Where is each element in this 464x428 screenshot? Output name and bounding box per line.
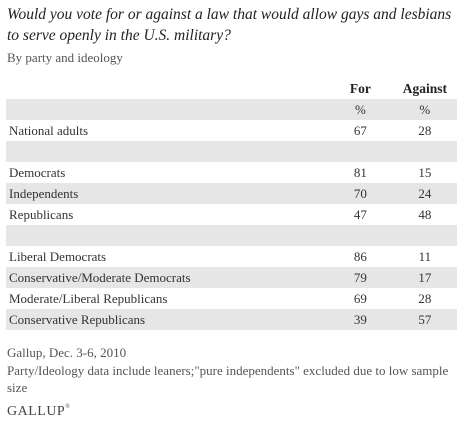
registered-mark: ® [65, 404, 71, 410]
row-for-value: 69 [353, 290, 367, 306]
row-label: National adults [9, 122, 89, 138]
row-label: Republicans [9, 206, 74, 222]
results-table: For Against % % National adults 67 28 De… [6, 78, 457, 330]
row-for-value: 47 [353, 206, 367, 222]
table-row: Moderate/Liberal Republicans 69 28 [6, 288, 457, 309]
unit-row: % % [6, 99, 457, 120]
row-against-value: 57 [389, 309, 457, 330]
row-against-value: 24 [389, 183, 457, 204]
row-label: Liberal Democrats [9, 248, 107, 264]
row-for-value: 39 [328, 309, 390, 330]
table-row: National adults 67 28 [6, 120, 457, 141]
spacer-row [6, 141, 457, 162]
row-against-value: 48 [418, 206, 432, 222]
row-label: Democrats [9, 164, 66, 180]
row-label: Conservative Republicans [6, 309, 329, 330]
row-for-value: 81 [353, 164, 367, 180]
subtitle: By party and ideology [7, 50, 123, 65]
spacer-row [6, 225, 457, 246]
row-against-value: 28 [418, 290, 432, 306]
row-against-value: 11 [418, 248, 432, 264]
unit-for: % [328, 99, 390, 120]
table-row: Independents 70 24 [6, 183, 457, 204]
source-note: Gallup, Dec. 3-6, 2010 [7, 345, 127, 360]
header-against: Against [402, 80, 447, 96]
unit-against: % [389, 99, 457, 120]
row-label: Moderate/Liberal Republicans [9, 290, 168, 306]
row-for-value: 70 [328, 183, 390, 204]
row-for-value: 86 [353, 248, 367, 264]
row-against-value: 15 [418, 164, 432, 180]
row-against-value: 28 [418, 122, 432, 138]
row-for-value: 67 [353, 122, 367, 138]
header-label-cell [6, 78, 328, 99]
row-label: Independents [6, 183, 329, 204]
table-row: Conservative Republicans 39 57 [6, 309, 457, 330]
logo-text: GALLUP [7, 404, 66, 419]
question-title: Would you vote for or against a law that… [7, 6, 452, 44]
header-row: For Against [6, 78, 457, 99]
header-for: For [349, 80, 371, 96]
methodology-note: Party/Ideology data include leaners;"pur… [7, 363, 449, 395]
gallup-logo: GALLUP® [7, 404, 70, 420]
table-row: Republicans 47 48 [6, 204, 457, 225]
row-against-value: 17 [389, 267, 457, 288]
row-label: Conservative/Moderate Democrats [6, 267, 329, 288]
table-row: Democrats 81 15 [6, 162, 457, 183]
table-row: Liberal Democrats 86 11 [6, 246, 457, 267]
table-row: Conservative/Moderate Democrats 79 17 [6, 267, 457, 288]
row-for-value: 79 [328, 267, 390, 288]
